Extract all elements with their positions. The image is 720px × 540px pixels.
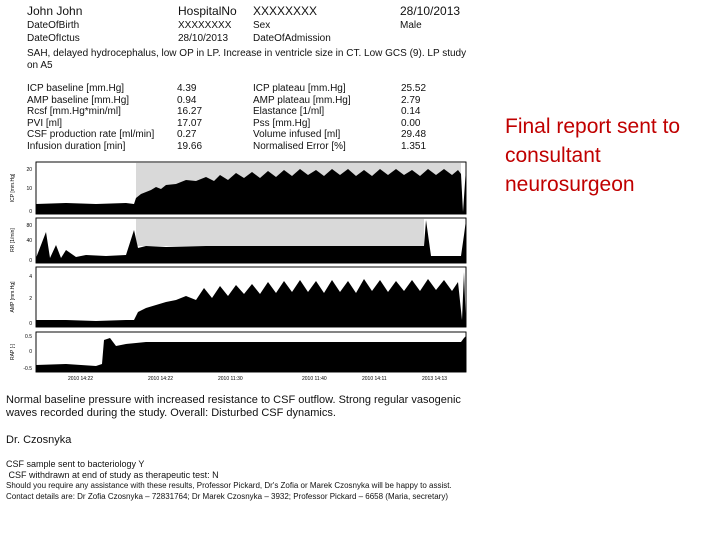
rr-panel: 80 40 0 RR [1/min] — [10, 217, 467, 264]
param-value: 1.351 — [401, 140, 427, 152]
param-value: 4.39 — [177, 83, 197, 94]
recording-chart: 20 10 0 ICP [mm.Hg] 80 40 0 RR [1/min] 4… — [10, 161, 467, 382]
param-value: 17.07 — [177, 117, 203, 129]
ictus-value: 28/10/2013 — [178, 33, 229, 44]
x-tick-label: 2010 11:30 — [218, 376, 243, 382]
tick-label: 10 — [26, 186, 32, 192]
rap-panel: 0.5 0 -0.5 RAP [-] — [10, 331, 467, 373]
diagnosis-text: SAH, delayed hydrocephalus, low OP in LP… — [27, 48, 467, 71]
icp-trace — [36, 168, 466, 214]
admission-label: DateOfAdmission — [253, 33, 331, 44]
param-value: 25.52 — [401, 83, 427, 94]
params-left-labels: ICP baseline [mm.Hg] AMP baseline [mm.Hg… — [27, 83, 154, 152]
icp-panel: 20 10 0 ICP [mm.Hg] — [10, 161, 467, 215]
param-value: 2.79 — [401, 94, 421, 106]
panel-label: RR [1/min] — [10, 228, 16, 252]
tick-label: 0 — [29, 349, 32, 355]
sex-value: Male — [400, 20, 422, 31]
param-value: 0.14 — [401, 106, 421, 117]
tick-label: 2 — [29, 296, 32, 302]
param-label: Pss [mm.Hg] — [253, 117, 311, 129]
side-note: Final report sent to consultant neurosur… — [505, 115, 681, 196]
rr-trace — [36, 220, 466, 263]
param-label: Infusion duration [min] — [27, 140, 126, 152]
param-value: 16.27 — [177, 106, 203, 117]
param-label: AMP plateau [mm.Hg] — [253, 94, 351, 106]
report-date: 28/10/2013 — [400, 4, 461, 18]
summary-text: Normal baseline pressure with increased … — [6, 394, 461, 419]
tick-label: 0.5 — [25, 334, 32, 340]
param-label: Volume infused [ml] — [253, 129, 341, 140]
param-value: 0.00 — [401, 117, 421, 129]
param-label: Elastance [1/ml] — [253, 106, 325, 117]
hospital-no-value: XXXXXXXX — [253, 4, 318, 18]
panel-label: AMP [mm.Hg] — [10, 281, 16, 313]
param-value: 0.27 — [177, 129, 197, 140]
footer-contact: Should you require any assistance with t… — [6, 481, 452, 501]
footer-line: CSF sample sent to bacteriology Y — [6, 459, 145, 469]
param-label: CSF production rate [ml/min] — [27, 129, 155, 140]
hospital-no-label: HospitalNo — [178, 4, 237, 18]
tick-label: 0 — [29, 209, 32, 215]
patient-name: John John — [27, 4, 83, 18]
tick-label: 20 — [26, 167, 32, 173]
tick-label: -0.5 — [23, 366, 32, 372]
dob-label: DateOfBirth — [27, 20, 80, 31]
amp-panel: 4 2 0 AMP [mm.Hg] — [10, 266, 467, 328]
footer-line: CSF withdrawn at end of study as therape… — [6, 470, 219, 480]
param-value: 0.94 — [177, 94, 197, 106]
param-value: 19.66 — [177, 140, 203, 152]
param-label: Normalised Error [%] — [253, 140, 346, 152]
param-label: ICP plateau [mm.Hg] — [253, 83, 346, 94]
param-label: AMP baseline [mm.Hg] — [27, 94, 130, 106]
x-tick-label: 2010 11:40 — [302, 376, 327, 382]
params-right-values: 25.52 2.79 0.14 0.00 29.48 1.351 — [401, 83, 426, 152]
sex-label: Sex — [253, 20, 271, 31]
tick-label: 40 — [26, 238, 32, 244]
x-tick-label: 2010 14:22 — [148, 376, 173, 382]
dob-value: XXXXXXXX — [178, 20, 232, 31]
tick-label: 0 — [29, 258, 32, 264]
x-tick-label: 2010 14:11 — [362, 376, 387, 382]
tick-label: 0 — [29, 321, 32, 327]
param-label: PVI [ml] — [27, 117, 63, 129]
x-tick-label: 2010 14:22 — [68, 376, 93, 382]
params-left-values: 4.39 0.94 16.27 17.07 0.27 19.66 — [177, 83, 202, 152]
param-value: 29.48 — [401, 129, 427, 140]
param-label: ICP baseline [mm.Hg] — [27, 83, 125, 94]
panel-label: RAP [-] — [10, 343, 16, 360]
amp-trace — [36, 272, 466, 327]
signature: Dr. Czosnyka — [6, 434, 72, 446]
tick-label: 80 — [26, 223, 32, 229]
footer-notes: CSF sample sent to bacteriology Y CSF wi… — [6, 459, 471, 502]
x-axis: 2010 14:22 2010 14:22 2010 11:30 2010 11… — [68, 376, 447, 382]
x-tick-label: 2013 14:13 — [422, 376, 447, 382]
ictus-label: DateOfIctus — [27, 33, 80, 44]
tick-label: 4 — [29, 274, 32, 280]
param-label: Rcsf [mm.Hg*min/ml] — [27, 106, 121, 117]
panel-label: ICP [mm.Hg] — [10, 173, 16, 202]
params-right-labels: ICP plateau [mm.Hg] AMP plateau [mm.Hg] … — [253, 83, 351, 152]
rap-trace — [36, 336, 466, 372]
